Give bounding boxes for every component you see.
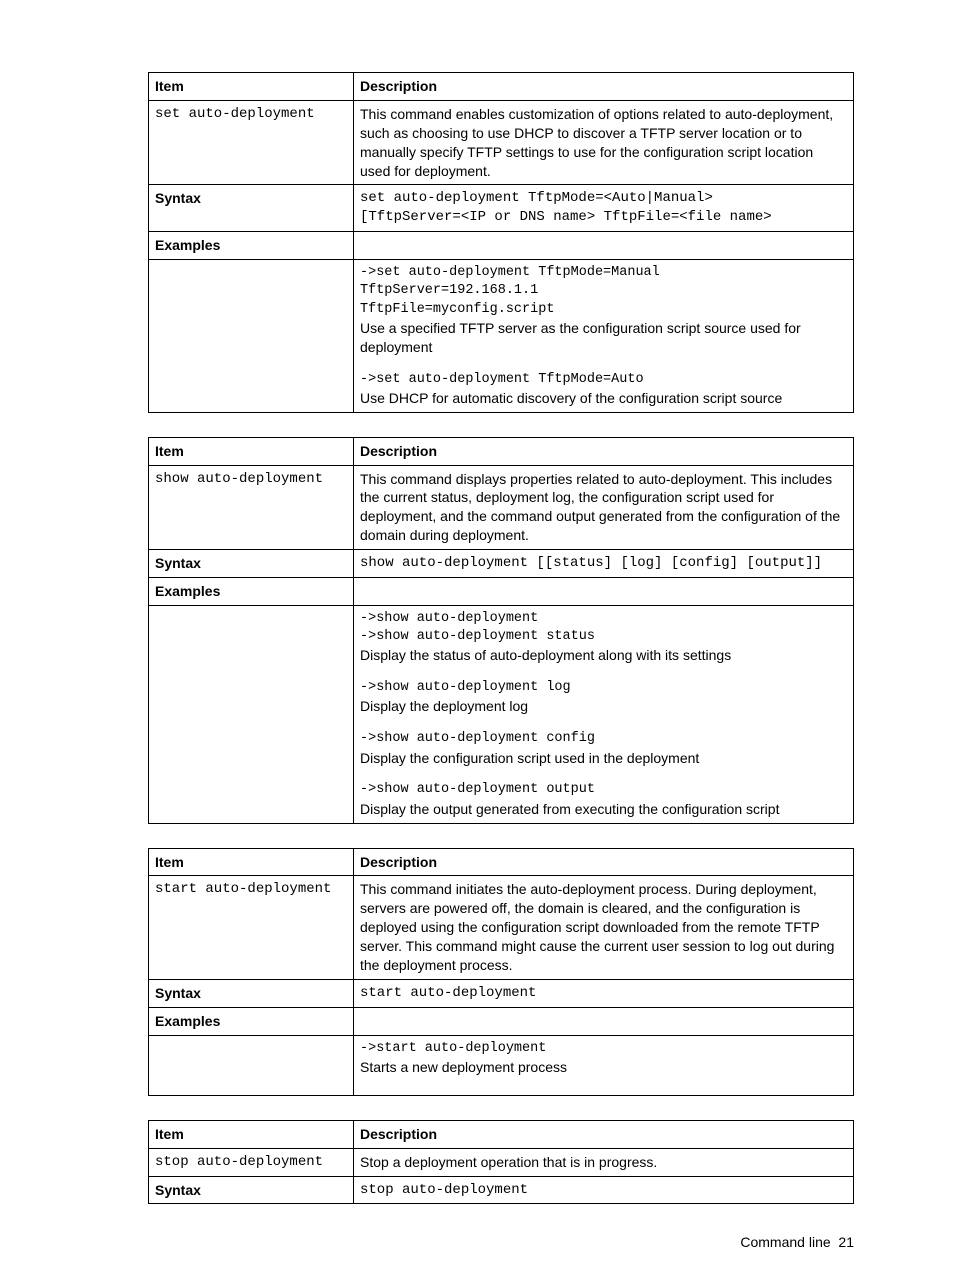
command-name: set auto-deployment <box>149 100 354 185</box>
header-item: Item <box>149 1120 354 1148</box>
examples-label: Examples <box>149 1007 354 1035</box>
examples-left-empty <box>149 260 354 413</box>
header-item: Item <box>149 848 354 876</box>
examples-label: Examples <box>149 578 354 606</box>
example-line: ->show auto-deployment config <box>360 730 847 748</box>
example-line: ->set auto-deployment TftpMode=Auto <box>360 371 847 389</box>
syntax-text: set auto-deployment TftpMode=<Auto|Manua… <box>354 185 854 232</box>
examples-block: ->show auto-deployment ->show auto-deplo… <box>354 605 854 823</box>
table-show-auto-deployment: Item Description show auto-deployment Th… <box>148 437 854 824</box>
page-footer: Command line 21 <box>148 1234 854 1250</box>
examples-label: Examples <box>149 232 354 260</box>
syntax-text: show auto-deployment [[status] [log] [co… <box>354 550 854 578</box>
examples-block: ->start auto-deployment Starts a new dep… <box>354 1035 854 1095</box>
example-line: ->set auto-deployment TftpMode=Manual <box>360 264 847 282</box>
example-text: Display the status of auto-deployment al… <box>360 646 847 665</box>
example-line: ->show auto-deployment <box>360 610 847 628</box>
example-line: TftpServer=192.168.1.1 <box>360 282 847 300</box>
header-description: Description <box>354 848 854 876</box>
header-description: Description <box>354 1120 854 1148</box>
command-description: Stop a deployment operation that is in p… <box>354 1148 854 1176</box>
header-description: Description <box>354 73 854 101</box>
examples-left-empty <box>149 605 354 823</box>
header-item: Item <box>149 73 354 101</box>
command-description: This command displays properties related… <box>354 465 854 550</box>
examples-block: ->set auto-deployment TftpMode=Manual Tf… <box>354 260 854 413</box>
command-name: show auto-deployment <box>149 465 354 550</box>
example-text: Display the configuration script used in… <box>360 749 847 768</box>
example-line: TftpFile=myconfig.script <box>360 301 847 319</box>
example-line: ->show auto-deployment log <box>360 679 847 697</box>
table-set-auto-deployment: Item Description set auto-deployment Thi… <box>148 72 854 413</box>
syntax-line: [TftpServer=<IP or DNS name> TftpFile=<f… <box>360 208 847 227</box>
syntax-label: Syntax <box>149 550 354 578</box>
examples-empty <box>354 1007 854 1035</box>
example-text: Display the deployment log <box>360 697 847 716</box>
example-line: ->start auto-deployment <box>360 1040 847 1058</box>
command-description: This command enables customization of op… <box>354 100 854 185</box>
examples-empty <box>354 578 854 606</box>
example-line: ->show auto-deployment output <box>360 781 847 799</box>
syntax-text: stop auto-deployment <box>354 1176 854 1204</box>
examples-left-empty <box>149 1035 354 1095</box>
document-page: Item Description set auto-deployment Thi… <box>0 0 954 1280</box>
syntax-label: Syntax <box>149 1176 354 1204</box>
example-text: Use DHCP for automatic discovery of the … <box>360 389 847 408</box>
examples-empty <box>354 232 854 260</box>
command-name: start auto-deployment <box>149 876 354 979</box>
table-stop-auto-deployment: Item Description stop auto-deployment St… <box>148 1120 854 1205</box>
syntax-label: Syntax <box>149 979 354 1007</box>
example-text: Display the output generated from execut… <box>360 800 847 819</box>
footer-label: Command line <box>740 1234 830 1250</box>
syntax-line: set auto-deployment TftpMode=<Auto|Manua… <box>360 189 847 208</box>
footer-page-number: 21 <box>838 1234 854 1250</box>
syntax-label: Syntax <box>149 185 354 232</box>
header-description: Description <box>354 437 854 465</box>
example-text: Starts a new deployment process <box>360 1058 847 1077</box>
example-line: ->show auto-deployment status <box>360 628 847 646</box>
example-text: Use a specified TFTP server as the confi… <box>360 319 847 357</box>
command-description: This command initiates the auto-deployme… <box>354 876 854 979</box>
command-name: stop auto-deployment <box>149 1148 354 1176</box>
header-item: Item <box>149 437 354 465</box>
table-start-auto-deployment: Item Description start auto-deployment T… <box>148 848 854 1096</box>
syntax-text: start auto-deployment <box>354 979 854 1007</box>
